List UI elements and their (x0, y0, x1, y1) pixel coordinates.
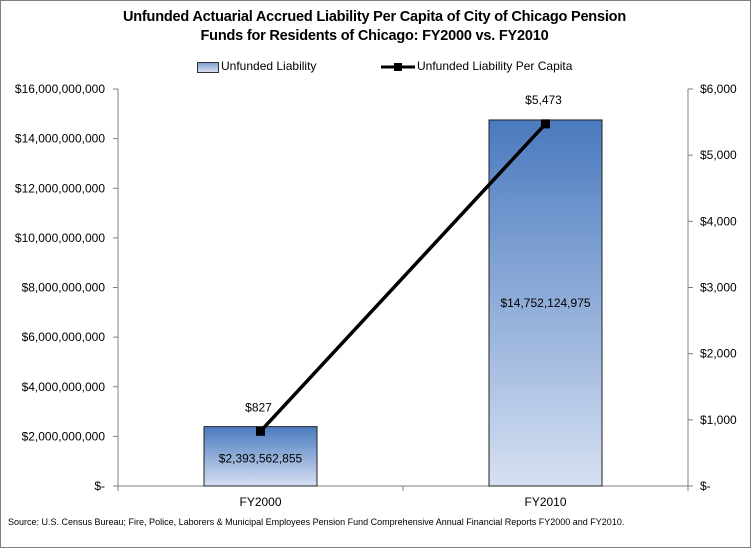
right-tick-label: $3,000 (700, 281, 737, 295)
per-capita-value-label: $827 (245, 400, 272, 414)
per-capita-line (259, 122, 547, 433)
right-tick-label: $4,000 (700, 214, 737, 228)
chart-legend: Unfunded Liability Unfunded Liability Pe… (0, 58, 749, 78)
left-tick-label: $4,000,000,000 (22, 380, 106, 394)
bar (488, 119, 603, 487)
chart-title-line-1: Unfunded Actuarial Accrued Liability Per… (123, 9, 626, 25)
per-capita-point (541, 119, 550, 129)
chart-axes: $- $2,000,000,000 $4,000,000,000 $6,000,000… (15, 82, 737, 509)
chart-line-series (256, 119, 550, 436)
left-tick-label: $6,000,000,000 (22, 330, 106, 344)
chart-bars (203, 119, 603, 487)
right-tick-label: $2,000 (700, 347, 737, 361)
bar-value-label: $2,393,562,855 (219, 451, 303, 465)
left-tick-label: $- (94, 479, 105, 493)
left-tick-label: $12,000,000,000 (15, 181, 105, 195)
bar (203, 426, 318, 487)
legend-bar-label: Unfunded Liability (221, 59, 317, 73)
x-tick-label: FY2010 (524, 495, 566, 509)
right-tick-label: $1,000 (700, 413, 737, 427)
left-tick-label: $10,000,000,000 (15, 231, 105, 245)
legend-line-swatch (381, 63, 415, 71)
left-tick-label: $8,000,000,000 (22, 281, 106, 295)
right-tick-label: $- (700, 479, 711, 493)
chart-data-labels: $2,393,562,855 $14,752,124,975 $827 $5,473 (219, 93, 591, 465)
bar-value-label: $14,752,124,975 (500, 296, 590, 310)
per-capita-point (256, 426, 265, 436)
legend-line-label: Unfunded Liability Per Capita (417, 59, 573, 73)
legend-bar-swatch (197, 62, 219, 73)
source-note: Source: U.S. Census Bureau; Fire, Police… (8, 517, 625, 527)
chart-title: Unfunded Actuarial Accrued Liability Per… (0, 8, 749, 46)
chart-title-line-2: Funds for Residents of Chicago: FY2000 v… (200, 28, 549, 44)
per-capita-value-label: $5,473 (525, 93, 562, 107)
left-tick-label: $2,000,000,000 (22, 429, 106, 443)
left-tick-label: $16,000,000,000 (15, 82, 105, 96)
x-tick-label: FY2000 (239, 495, 281, 509)
right-tick-label: $5,000 (700, 148, 737, 162)
right-tick-label: $6,000 (700, 82, 737, 96)
left-tick-label: $14,000,000,000 (15, 132, 105, 146)
